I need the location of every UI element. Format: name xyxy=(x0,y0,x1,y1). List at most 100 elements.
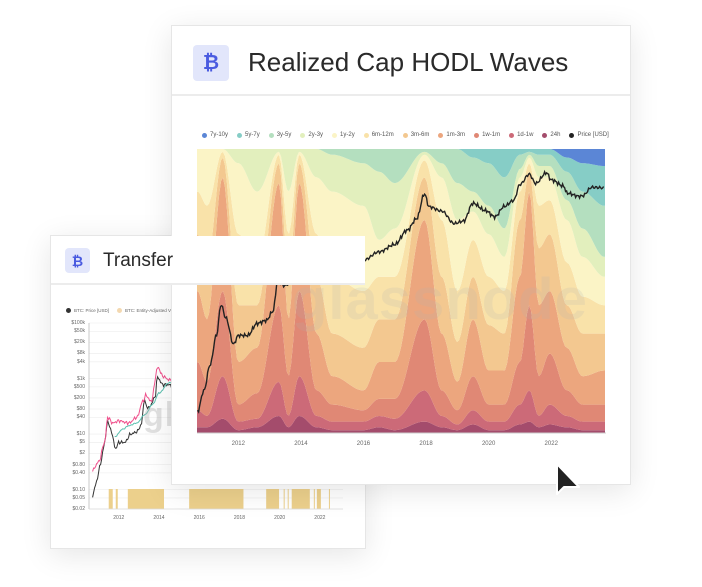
area-band-5y-7y xyxy=(197,149,605,206)
legend-label: 7y-10y xyxy=(210,132,229,138)
highlight-period xyxy=(316,489,321,509)
series-line-2 xyxy=(114,380,179,438)
bitcoin-icon: ₿ xyxy=(65,248,90,273)
highlight-period xyxy=(328,489,330,509)
x-tick-label: 2022 xyxy=(544,441,558,447)
legend-label: Price [USD] xyxy=(577,132,609,138)
card-header: ₿ Realized Cap HODL Waves xyxy=(172,26,630,96)
series-line-1 xyxy=(92,366,179,472)
legend-item[interactable]: 5y-7y xyxy=(237,132,260,138)
x-tick-label: 2022 xyxy=(314,515,326,521)
legend-item[interactable]: BTC: Entity-Adjusted Volume (To xyxy=(117,308,191,313)
mouse-cursor-icon xyxy=(556,463,580,495)
legend-item[interactable]: 1y-2y xyxy=(332,132,355,138)
legend-item[interactable]: 7y-10y xyxy=(202,132,228,138)
x-tick-label: 2020 xyxy=(274,515,286,521)
highlight-period xyxy=(115,489,118,509)
y-tick-label: $80 xyxy=(76,405,85,412)
y-tick-label: $200 xyxy=(73,394,85,401)
y-tick-label: $20k xyxy=(74,339,85,346)
highlight-period xyxy=(266,489,280,509)
area-band-6m-12m xyxy=(197,151,605,348)
highlight-period xyxy=(291,489,310,509)
legend-item[interactable]: 3y-5y xyxy=(268,132,292,138)
x-tick-label: 2018 xyxy=(419,441,433,447)
legend-label: 5y-7y xyxy=(245,132,260,138)
legend-dot-icon xyxy=(438,132,444,138)
watermark-logo: gl xyxy=(143,396,176,434)
y-tick-label: $0.10 xyxy=(72,486,85,493)
legend-label: 1w-1m xyxy=(482,132,501,138)
y-tick-label: $0.02 xyxy=(72,506,85,512)
highlight-period xyxy=(287,489,289,509)
legend-item[interactable]: 24h xyxy=(542,132,560,138)
y-tick-label: $0.80 xyxy=(72,461,85,468)
y-tick-label: $0.05 xyxy=(72,494,85,501)
chart-legend: 7y-10y 5y-7y 3y-5y 2y-3y 1y-2y 6m-12m 3m-6m 1m-… xyxy=(202,132,609,138)
legend-item[interactable]: 2y-3y xyxy=(300,132,323,138)
y-tick-label: $40 xyxy=(76,414,85,421)
y-tick-label: $4k xyxy=(76,358,85,365)
y-tick-label: $100k xyxy=(71,320,85,326)
x-tick-label: 2018 xyxy=(233,515,245,521)
y-tick-label: $10 xyxy=(76,431,85,438)
y-tick-label: $5 xyxy=(79,439,85,446)
legend-label: 1m-3m xyxy=(446,132,466,138)
legend-item[interactable]: 1w-1m xyxy=(474,132,500,138)
highlight-period xyxy=(313,489,315,509)
price-line xyxy=(196,169,605,414)
area-band-24h xyxy=(197,416,605,433)
legend-dot-icon xyxy=(569,132,575,138)
highlight-period xyxy=(283,489,285,509)
x-tick-label: 2014 xyxy=(294,441,308,447)
y-tick-label: $500 xyxy=(73,383,85,390)
area-band-3y-5y xyxy=(197,149,605,257)
card-title: Transfer xyxy=(103,250,174,271)
x-tick-label: 2016 xyxy=(193,515,205,521)
x-tick-label: 2020 xyxy=(481,441,496,447)
x-tick-label: 2014 xyxy=(153,515,165,521)
legend-item[interactable]: 1m-3m xyxy=(438,132,465,138)
highlight-period xyxy=(127,489,165,509)
y-tick-label: $0.40 xyxy=(72,469,85,476)
legend-item[interactable]: 6m-12m xyxy=(363,132,394,138)
legend-label: 2y-3y xyxy=(308,132,324,138)
legend-dot-icon xyxy=(542,132,548,138)
bitcoin-icon: ₿ xyxy=(193,45,229,81)
area-band-2y-3y xyxy=(197,149,605,277)
legend-dot-icon xyxy=(509,132,515,138)
legend-label: 3y-5y xyxy=(276,132,292,138)
legend-dot-icon xyxy=(117,308,123,313)
legend-item[interactable]: Price [USD] xyxy=(569,132,609,138)
highlight-period xyxy=(108,489,113,509)
legend-item[interactable]: BTC: Price [USD] xyxy=(66,308,109,313)
area-band-3m-6m xyxy=(197,157,605,391)
chart-legend: BTC: Price [USD] BTC: Entity-Adjusted Vol… xyxy=(66,308,191,313)
area-band-7y-10y xyxy=(197,149,605,166)
y-tick-label: $50k xyxy=(74,328,85,335)
legend-label: 24h xyxy=(550,132,561,138)
area-band-1y-2y xyxy=(197,149,605,306)
legend-label: 3m-6m xyxy=(410,132,430,138)
area-band-1w-1m xyxy=(197,291,605,425)
highlight-period xyxy=(189,489,244,509)
legend-dot-icon xyxy=(237,132,243,138)
legend-dot-icon xyxy=(202,132,207,138)
y-tick-label: $8k xyxy=(76,350,85,357)
legend-dot-icon xyxy=(332,132,338,138)
legend-item[interactable]: 3m-6m xyxy=(402,132,430,138)
legend-label: 1d-1w xyxy=(517,132,534,138)
legend-label: 1y-2y xyxy=(340,132,355,138)
y-tick-label: $1k xyxy=(76,375,85,382)
card-header: ₿ Transfer xyxy=(51,236,365,285)
card-title: Realized Cap HODL Waves xyxy=(248,47,569,77)
y-tick-label: $2 xyxy=(79,450,85,457)
x-tick-label: 2016 xyxy=(356,441,371,447)
legend-label: BTC: Entity-Adjusted Volume (To xyxy=(125,308,191,313)
legend-dot-icon xyxy=(363,132,369,138)
legend-dot-icon xyxy=(66,308,71,313)
legend-dot-icon xyxy=(268,132,274,138)
area-band-1d-1w xyxy=(197,376,605,431)
legend-item[interactable]: 1d-1w xyxy=(509,132,533,138)
hodl-waves-chart xyxy=(196,149,606,434)
